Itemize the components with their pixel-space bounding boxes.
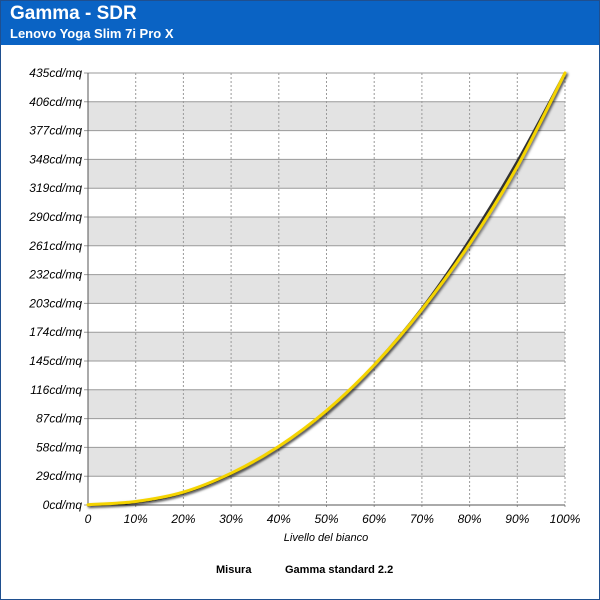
x-tick-label: 0 xyxy=(85,512,92,526)
y-tick-label: 435cd/mq xyxy=(29,66,82,80)
x-tick-label: 100% xyxy=(550,512,581,526)
x-tick-label: 20% xyxy=(170,512,195,526)
x-tick-label: 70% xyxy=(410,512,434,526)
y-tick-label: 116cd/mq xyxy=(30,383,82,397)
y-tick-label: 0cd/mq xyxy=(43,498,83,512)
x-axis-label: Livello del bianco xyxy=(284,532,368,544)
y-tick-label: 232cd/mq xyxy=(28,268,82,282)
x-tick-label: 90% xyxy=(505,512,529,526)
x-tick-label: 30% xyxy=(219,512,243,526)
y-tick-label: 290cd/mq xyxy=(28,210,82,224)
y-tick-label: 377cd/mq xyxy=(29,124,82,138)
y-tick-label: 29cd/mq xyxy=(35,469,82,483)
y-tick-label: 58cd/mq xyxy=(36,440,82,454)
chart-title: Gamma - SDR xyxy=(10,3,137,24)
y-tick-label: 406cd/mq xyxy=(29,95,82,109)
y-tick-label: 261cd/mq xyxy=(28,239,82,253)
x-tick-label: 50% xyxy=(314,512,338,526)
legend-item-misura: Misura xyxy=(216,564,252,576)
series-line-misura xyxy=(86,71,567,507)
chart-header: Gamma - SDR Lenovo Yoga Slim 7i Pro X xyxy=(1,1,599,45)
chart-subtitle: Lenovo Yoga Slim 7i Pro X xyxy=(10,26,174,41)
y-axis-ticks: 0cd/mq 29cd/mq 58cd/mq 87cd/mq 116cd/mq 145cd… xyxy=(28,66,82,512)
y-tick-label: 174cd/mq xyxy=(29,325,82,339)
y-tick-label: 87cd/mq xyxy=(36,412,82,426)
x-tick-label: 40% xyxy=(267,512,291,526)
legend: Misura Gamma standard 2.2 xyxy=(198,564,393,576)
x-tick-label: 60% xyxy=(362,512,386,526)
x-tick-label: 80% xyxy=(458,512,482,526)
y-tick-label: 319cd/mq xyxy=(29,181,82,195)
y-tick-label: 145cd/mq xyxy=(29,354,82,368)
series-lines xyxy=(86,71,567,507)
legend-item-gamma-2-2: Gamma standard 2.2 xyxy=(285,564,393,576)
grid-lines xyxy=(84,72,566,509)
y-tick-label: 203cd/mq xyxy=(28,296,82,310)
x-tick-label: 10% xyxy=(124,512,148,526)
x-axis-ticks: 0 10% 20% 30% 40% 50% 60% 70% 80% 90% 100% xyxy=(85,512,581,526)
y-tick-label: 348cd/mq xyxy=(29,152,82,166)
